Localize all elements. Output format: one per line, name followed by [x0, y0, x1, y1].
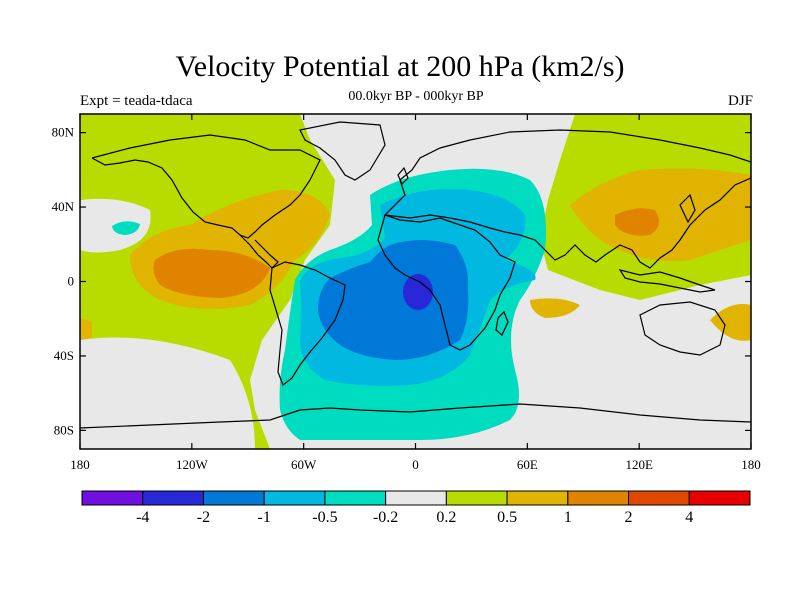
field-negative-teal-pacific — [112, 221, 140, 235]
axis-ticks: 80N 40N 0 40S 80S 180 120W 60W 0 60E 120E 180 — [52, 114, 761, 472]
field-positive-asia — [570, 168, 751, 262]
colorbar-swatch — [142, 490, 204, 506]
lon-tick-label: 120W — [176, 457, 209, 472]
lon-tick-label: 180 — [741, 457, 761, 472]
colorbar-label: 0.2 — [436, 509, 456, 526]
lon-tick-label: 0 — [412, 457, 419, 472]
coastline-africa — [377, 214, 516, 351]
coastline-south-america — [269, 261, 346, 386]
field-negative-blue — [318, 240, 469, 360]
colorbar-swatch — [202, 490, 265, 506]
colorbar-swatch — [688, 490, 751, 506]
colorbar-label: 4 — [685, 509, 693, 526]
colorbar-label: -0.5 — [312, 509, 337, 526]
lon-tick-label: 60W — [291, 457, 317, 472]
field-positive-strong-pacific — [153, 248, 270, 298]
colorbar-label: 2 — [625, 509, 633, 526]
colorbar-swatch — [263, 490, 326, 506]
coastline-madagascar — [495, 310, 509, 336]
field-positive-indian — [530, 298, 580, 318]
coastline-north-america — [91, 134, 321, 239]
coastline-antarctica — [80, 403, 751, 429]
lat-tick-label: 40N — [52, 199, 75, 214]
lon-tick-label: 180 — [70, 457, 90, 472]
colorbar-label: -4 — [136, 509, 149, 526]
map-title: Velocity Potential at 200 hPa (km2/s) — [175, 50, 625, 83]
season-label: DJF — [727, 93, 753, 109]
colorbar-label: -0.2 — [373, 509, 398, 526]
coastline-eurasia — [383, 129, 751, 269]
field-neutral-south-indian — [520, 300, 751, 449]
colorbar-swatch — [567, 490, 630, 506]
coastline-japan — [679, 193, 696, 224]
lat-tick-label: 80N — [52, 125, 75, 140]
colorbar-label: 1 — [564, 509, 572, 526]
coastline-uk — [397, 166, 409, 186]
colorbar-swatch — [324, 490, 387, 506]
lat-tick-label: 0 — [68, 274, 75, 289]
colorbar-swatch — [628, 490, 690, 506]
colorbar-label: 0.5 — [497, 509, 517, 526]
coastlines — [80, 121, 751, 429]
lat-tick-label: 80S — [54, 422, 74, 437]
colorbar-label: -2 — [197, 509, 210, 526]
colorbar-swatch — [445, 490, 508, 506]
map-subtitle: 00.0kyr BP - 000kyr BP — [348, 89, 484, 104]
lon-tick-label: 120E — [625, 457, 653, 472]
colorbar-label: -1 — [258, 509, 271, 526]
coastline-maritime-continent — [618, 269, 716, 293]
field-negative-core — [403, 274, 433, 310]
lat-tick-label: 40S — [54, 348, 74, 363]
field-neutral-south-pacific — [80, 337, 255, 449]
colorbar: -4 -2 -1 -0.5 -0.2 0.2 0.5 1 2 4 — [81, 490, 751, 526]
colorbar-swatch — [81, 490, 144, 506]
experiment-label: Expt = teada-tdaca — [80, 93, 193, 109]
colorbar-swatch — [506, 490, 569, 506]
field-positive-strong-asia — [615, 208, 659, 236]
lon-tick-label: 60E — [517, 457, 538, 472]
coastline-greenland — [299, 121, 386, 181]
field-positive-west-edge — [80, 318, 92, 340]
field-positive-australia — [710, 304, 751, 341]
coastline-australia — [639, 301, 726, 356]
colorbar-swatch — [385, 490, 447, 506]
